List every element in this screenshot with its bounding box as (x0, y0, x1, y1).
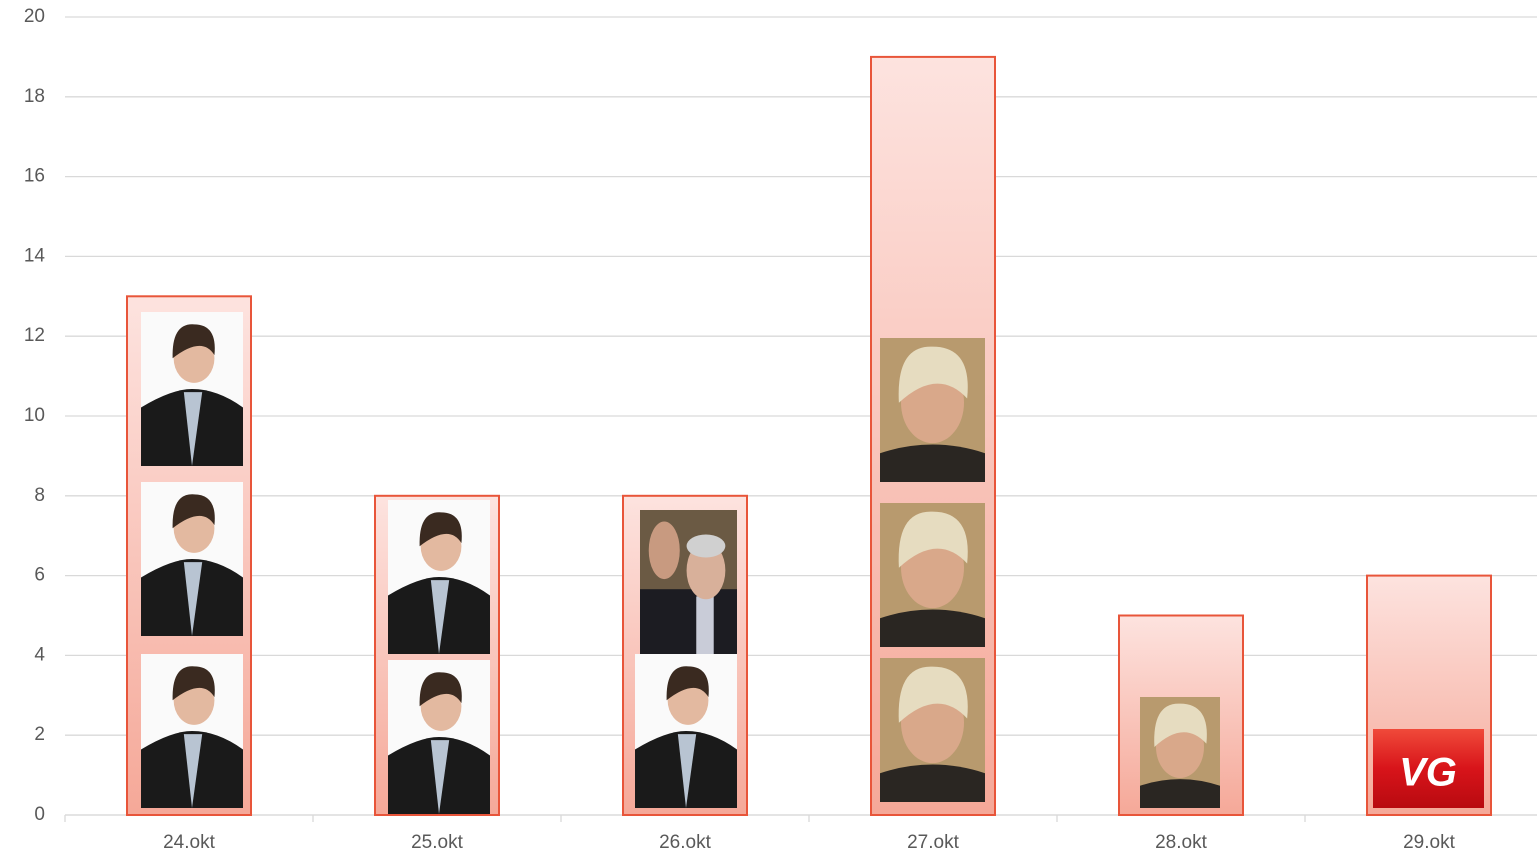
portrait-photo (388, 660, 490, 814)
logo-text: VG (1399, 751, 1457, 795)
portrait-photo (388, 500, 490, 654)
x-tick-label: 28.okt (1155, 832, 1207, 853)
portrait-photo (141, 312, 243, 466)
hair (1154, 703, 1207, 747)
portrait-photo (880, 503, 985, 647)
dress (1140, 779, 1220, 808)
hair (686, 534, 726, 558)
face (648, 521, 680, 580)
y-tick-label: 18 (24, 86, 45, 107)
hair (172, 494, 215, 529)
hair (172, 666, 215, 701)
y-tick-label: 20 (24, 6, 45, 27)
y-tick-label: 16 (24, 166, 45, 187)
x-tick-label: 25.okt (411, 832, 463, 853)
hair (898, 666, 968, 723)
y-tick-label: 12 (24, 325, 45, 346)
hair (172, 324, 215, 359)
dress (880, 764, 985, 802)
hair (419, 512, 462, 547)
suit (640, 589, 737, 654)
portrait-photo (880, 338, 985, 482)
tie (696, 596, 714, 654)
face (686, 541, 726, 600)
y-tick-label: 2 (34, 724, 45, 745)
dress (880, 609, 985, 647)
shirt (677, 734, 697, 808)
dress (880, 444, 985, 482)
y-tick-label: 4 (34, 644, 45, 665)
x-tick-label: 26.okt (659, 832, 711, 853)
y-tick-label: 10 (24, 405, 45, 426)
shirt (430, 740, 450, 814)
hair (666, 666, 709, 701)
portrait-photo (635, 654, 737, 808)
portrait-photo (880, 658, 985, 802)
hair (898, 511, 968, 568)
hair (898, 346, 968, 403)
y-tick-label: 0 (34, 804, 45, 825)
portrait-photo (640, 510, 737, 654)
portrait-photo (141, 654, 243, 808)
shirt (430, 580, 450, 654)
y-tick-label: 6 (34, 565, 45, 586)
hair (419, 672, 462, 707)
x-tick-label: 27.okt (907, 832, 959, 853)
x-tick-label: 29.okt (1403, 832, 1455, 853)
portrait-photo (1140, 697, 1220, 808)
shirt (183, 562, 203, 636)
y-tick-label: 8 (34, 485, 45, 506)
x-tick-label: 24.okt (163, 832, 215, 853)
logo-bg (1373, 729, 1484, 808)
portrait-photo (141, 482, 243, 636)
y-tick-label: 14 (24, 245, 46, 266)
shirt (183, 392, 203, 466)
shirt (183, 734, 203, 808)
logo: VG (1373, 729, 1484, 808)
